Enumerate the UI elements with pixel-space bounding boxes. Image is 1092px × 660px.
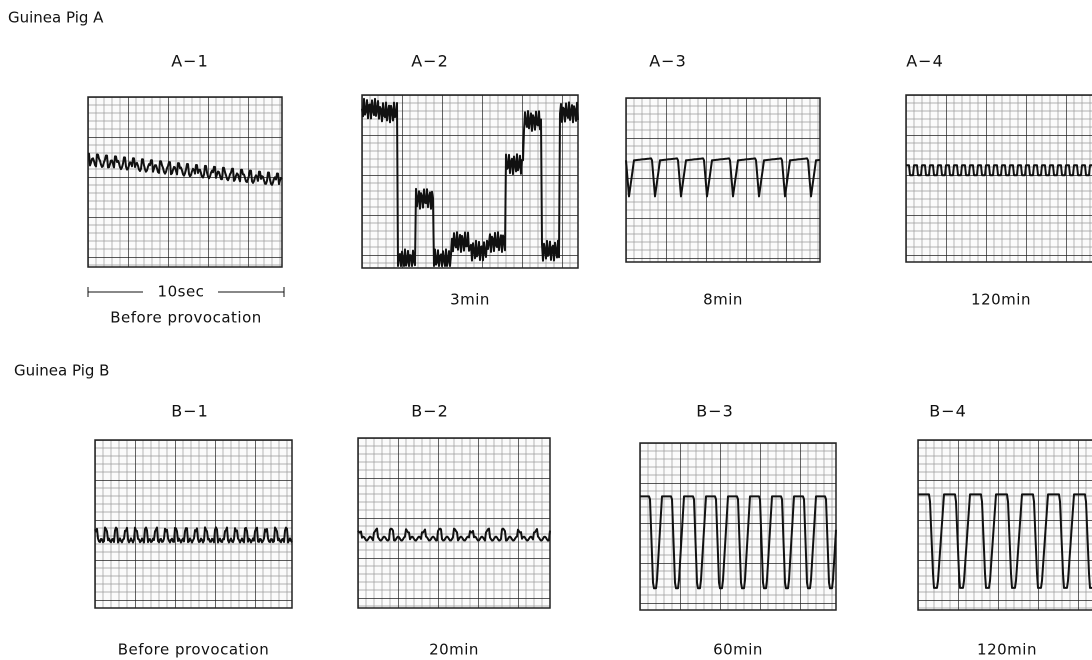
- panel-label: A−4: [906, 52, 944, 71]
- grid-paper: [918, 440, 1092, 610]
- recording: [906, 95, 1092, 262]
- grid-paper: [95, 440, 292, 608]
- panel-caption: Before provocation: [118, 641, 270, 659]
- recording: [626, 98, 820, 262]
- panel-caption: 60min: [713, 641, 763, 659]
- panel-label: A−3: [649, 52, 687, 71]
- panel-caption: 8min: [703, 291, 743, 309]
- scale-bar-label: 10sec: [158, 283, 205, 301]
- panel-caption: 120min: [977, 641, 1037, 659]
- recording: [362, 95, 578, 268]
- panel-caption: 20min: [429, 641, 479, 659]
- recording: [358, 438, 550, 608]
- group-title: Guinea Pig B: [14, 362, 109, 380]
- grid-paper: [362, 95, 578, 268]
- figure: Guinea Pig A Guinea Pig B A−1 10sec Before…: [0, 0, 1092, 660]
- grid-paper: [906, 95, 1092, 262]
- panel-label: B−1: [171, 402, 209, 421]
- grid-paper: [358, 438, 550, 608]
- grid-paper: [626, 98, 820, 262]
- panel-label: A−1: [171, 52, 209, 71]
- panel-label: B−2: [411, 402, 449, 421]
- panel-label: A−2: [411, 52, 449, 71]
- recording: [88, 97, 282, 267]
- recording: [640, 443, 836, 610]
- recording: [95, 440, 292, 608]
- panel-label: B−4: [929, 402, 967, 421]
- panel-label: B−3: [696, 402, 734, 421]
- panel-caption: 3min: [450, 291, 490, 309]
- panel-caption: Before provocation: [110, 309, 262, 327]
- group-title: Guinea Pig A: [8, 9, 104, 27]
- panel-caption: 120min: [971, 291, 1031, 309]
- recording: [918, 440, 1092, 610]
